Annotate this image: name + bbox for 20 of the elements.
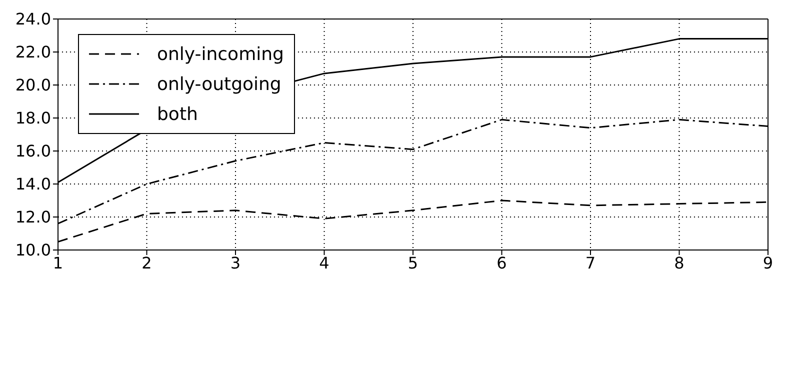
x-tick-label: 9 (762, 253, 774, 272)
x-tick-label: 2 (142, 253, 152, 272)
y-tick-label: 20.0 (15, 76, 51, 95)
x-tick-label: 5 (408, 253, 418, 272)
y-tick-label: 14.0 (15, 174, 51, 194)
x-tick-label: 8 (674, 253, 684, 272)
x-tick-label: 4 (319, 253, 330, 272)
y-tick-label: 16.0 (15, 142, 51, 161)
x-tick-label: 1 (52, 253, 64, 272)
y-tick-label: 10.0 (15, 240, 51, 260)
y-tick-label: 18.0 (15, 108, 51, 128)
x-tick-label: 3 (230, 253, 241, 272)
y-tick-label: 22.0 (15, 42, 51, 62)
x-tick-label: 6 (496, 253, 507, 272)
legend-label: only-incoming (157, 44, 284, 64)
y-tick-label: 12.0 (15, 208, 51, 227)
legend-label: both (157, 104, 198, 124)
y-tick-label: 24.0 (15, 10, 51, 29)
x-tick-label: 7 (585, 253, 596, 272)
legend-label: only-outgoing (157, 74, 282, 94)
